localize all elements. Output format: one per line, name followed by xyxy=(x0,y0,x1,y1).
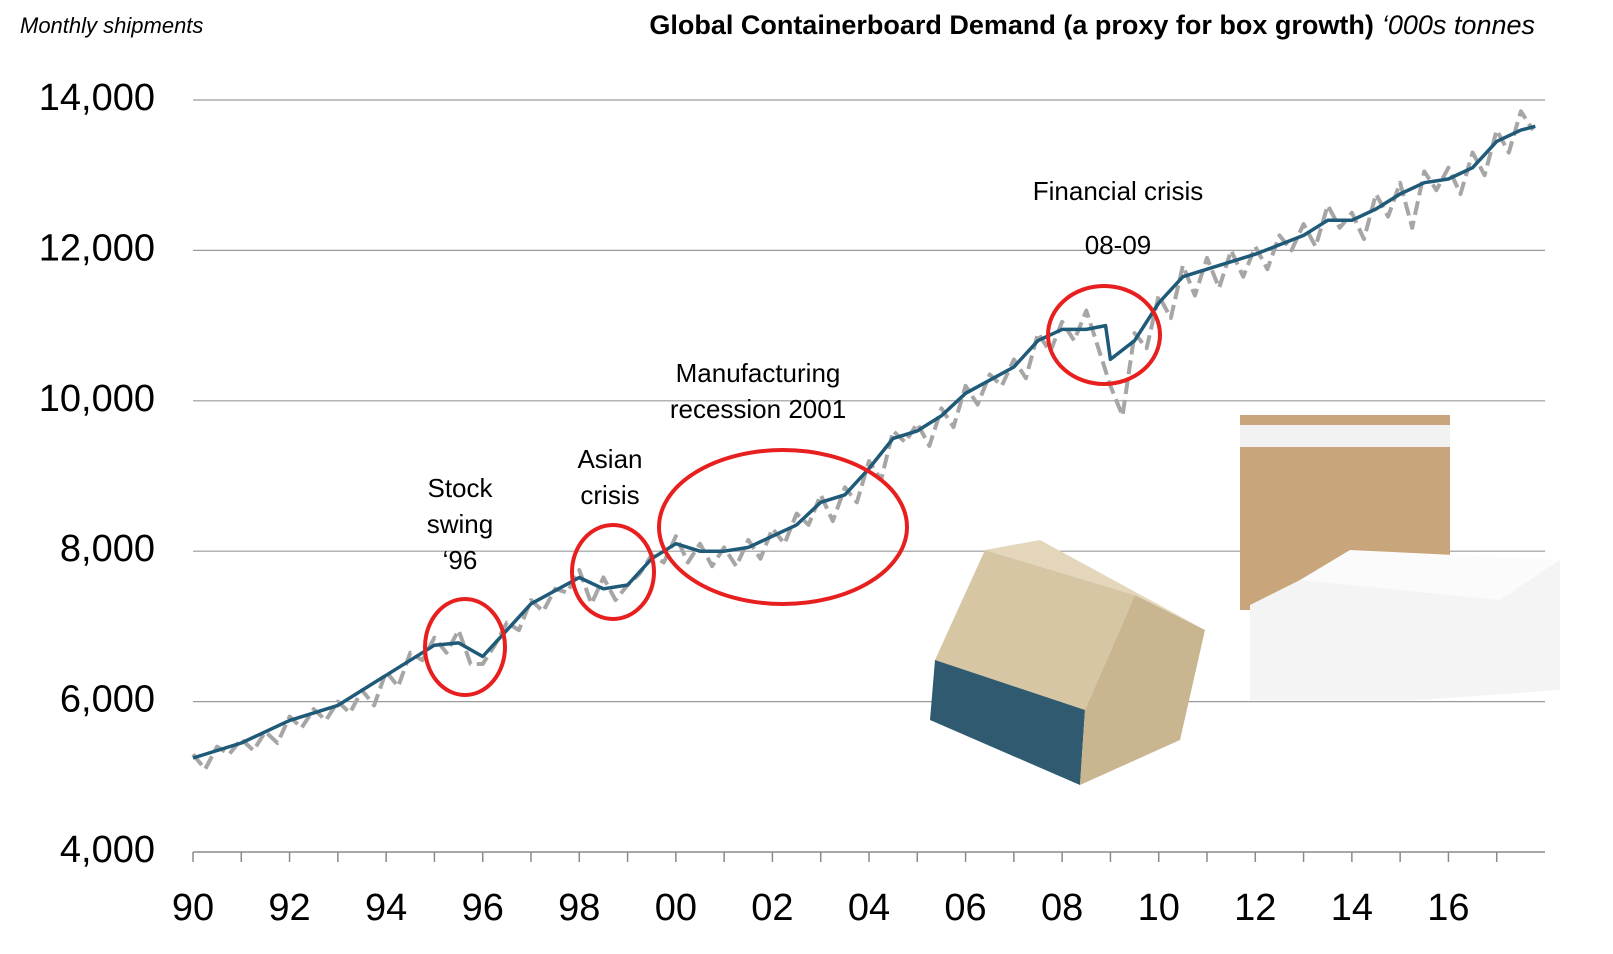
annotation-line: Financial crisis xyxy=(1033,176,1204,206)
highlight-circle xyxy=(570,523,656,621)
box-image-right xyxy=(1240,415,1560,700)
highlights xyxy=(423,284,1162,697)
x-tick-label: 00 xyxy=(655,887,697,929)
plot xyxy=(191,109,1536,772)
x-tick-label: 96 xyxy=(462,887,504,929)
x-tick-label: 10 xyxy=(1138,887,1180,929)
x-tick-label: 90 xyxy=(172,887,214,929)
annotation-line: ‘96 xyxy=(443,545,478,575)
x-tick-label: 92 xyxy=(268,887,310,929)
y-tick-label: 6,000 xyxy=(60,679,155,721)
annotations: Stock swing ‘96 Asian crisis Manufacturing r… xyxy=(427,176,1203,575)
annotation-line: crisis xyxy=(580,480,639,510)
x-tick-label: 02 xyxy=(751,887,793,929)
trend-line xyxy=(192,124,1536,760)
y-tick-label: 10,000 xyxy=(39,378,155,420)
title-text: Global Containerboard Demand (a proxy fo… xyxy=(649,10,1374,40)
annotation-line: Manufacturing xyxy=(676,358,841,388)
x-tick-label: 04 xyxy=(848,887,890,929)
annotation-line: Asian xyxy=(577,444,642,474)
box-image-left xyxy=(930,540,1205,785)
annotation-line: recession 2001 xyxy=(670,394,846,424)
annotation: Stock swing ‘96 xyxy=(427,473,494,575)
annotation: Asian crisis xyxy=(577,444,642,510)
highlight-circle xyxy=(1046,284,1162,386)
x-tick-label: 16 xyxy=(1427,887,1469,929)
x-tick-label: 14 xyxy=(1331,887,1373,929)
highlight-circle xyxy=(657,448,909,606)
chart-note: Monthly shipments xyxy=(20,13,203,38)
annotation: Manufacturing recession 2001 xyxy=(670,358,846,424)
y-tick-label: 8,000 xyxy=(60,528,155,570)
x-tick-label: 06 xyxy=(944,887,986,929)
y-tick-label: 4,000 xyxy=(60,829,155,871)
y-tick-label: 14,000 xyxy=(39,77,155,119)
title-units: ‘000s tonnes xyxy=(1382,10,1535,40)
y-tick-label: 12,000 xyxy=(39,227,155,269)
x-tick-label: 08 xyxy=(1041,887,1083,929)
x-tick-label: 98 xyxy=(558,887,600,929)
annotation-line: swing xyxy=(427,509,493,539)
x-tick-label: 94 xyxy=(365,887,407,929)
annotation-line: Stock xyxy=(427,473,493,503)
chart-title: Global Containerboard Demand (a proxy fo… xyxy=(649,10,1535,40)
grid: 4,000 6,000 8,000 10,000 12,000 14,000 90 92 94 9… xyxy=(39,77,1545,929)
annotation: Financial crisis 08-09 xyxy=(1033,176,1204,260)
annotation-line: 08-09 xyxy=(1085,230,1152,260)
highlight-circle xyxy=(423,597,507,697)
x-tick-label: 12 xyxy=(1234,887,1276,929)
